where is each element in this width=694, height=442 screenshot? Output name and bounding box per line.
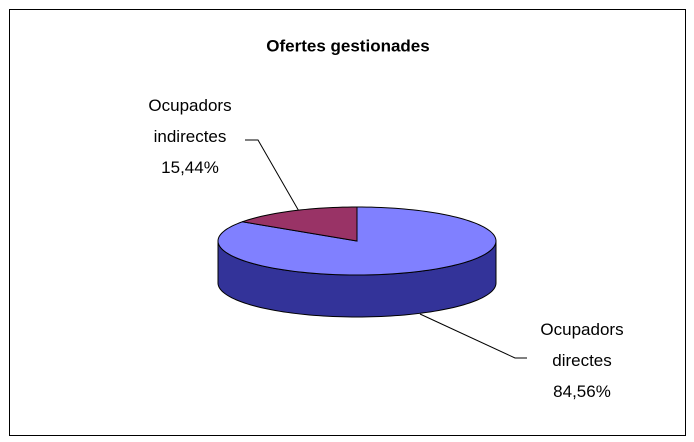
value-label: 15,44% (161, 158, 219, 177)
category-label: Ocupadors directes (540, 320, 624, 370)
leader-line (419, 313, 527, 359)
slice-label: Ocupadors directes 84,56% (512, 314, 652, 407)
pie (217, 206, 497, 318)
leader-line (245, 139, 301, 214)
slice-label: Ocupadors indirectes 15,44% (120, 90, 260, 183)
slice (242, 206, 358, 242)
value-label: 84,56% (553, 382, 611, 401)
category-label: Ocupadors indirectes (148, 96, 232, 146)
chart-title: Ofertes gestionades (266, 36, 429, 55)
